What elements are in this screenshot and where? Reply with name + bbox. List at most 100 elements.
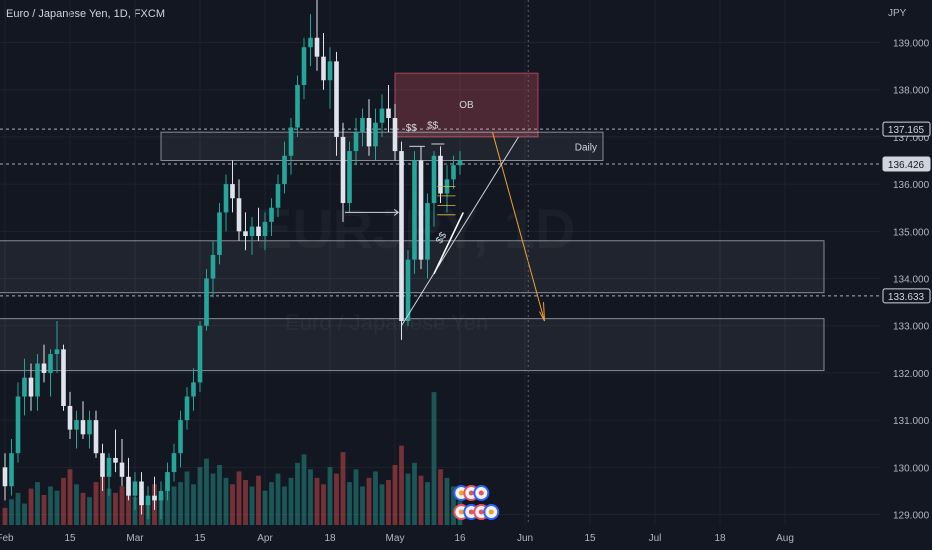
candle-body	[87, 420, 92, 435]
volume-bar	[412, 462, 417, 525]
time-tick-label: Apr	[257, 533, 273, 544]
candle-body	[126, 476, 131, 496]
candle-body	[379, 108, 385, 123]
candle-body	[457, 160, 463, 166]
volume-bar	[230, 484, 235, 525]
trendline-lower	[401, 136, 519, 326]
candle-body	[366, 118, 372, 147]
volume-bar	[54, 490, 60, 525]
price-tick-label: 138.000	[893, 86, 930, 97]
volume-bar	[262, 490, 268, 525]
candle-body	[152, 495, 157, 501]
price-tick-label: 132.000	[893, 369, 930, 380]
candle-body	[243, 231, 248, 237]
drawings	[344, 0, 545, 525]
event-icon-dot[interactable]	[458, 509, 464, 515]
annotation-liquidity: $$	[406, 123, 418, 134]
candle-body	[412, 160, 417, 260]
time-tick-label: May	[386, 533, 405, 544]
candle-body	[438, 155, 443, 194]
volume-bar	[334, 473, 339, 525]
projection-arrowhead	[539, 302, 545, 322]
volume-bars	[2, 392, 463, 525]
volume-bar	[425, 482, 430, 525]
candle-body	[119, 462, 125, 477]
volume-bar	[249, 486, 255, 525]
price-label-box[interactable]	[882, 156, 931, 172]
volume-bar	[87, 497, 92, 525]
candle-body	[288, 127, 294, 156]
volume-bar	[197, 467, 203, 525]
price-axis[interactable]: 139.000 138.000 137.000 136.000 135.000 134.0…	[882, 38, 931, 522]
volume-bar	[9, 499, 14, 525]
event-icon-dot[interactable]	[468, 490, 474, 496]
volume-bar	[28, 488, 34, 525]
candle-body	[308, 37, 313, 48]
volume-bar	[67, 469, 73, 525]
chart-title: Euro / Japanese Yen, 1D, FXCM	[6, 8, 165, 20]
price-tick-label: 134.000	[893, 275, 930, 286]
candle-body	[262, 221, 268, 237]
volume-bar	[353, 469, 359, 525]
time-axis[interactable]: Feb 15 Mar 15 Apr 18 May 16 Jun 15 Jul 18 Aug	[0, 533, 794, 544]
candle-body	[282, 155, 287, 185]
volume-bar	[438, 469, 443, 525]
volume-bar	[184, 471, 190, 525]
candle-body	[165, 472, 170, 491]
event-icon-dot[interactable]	[478, 509, 484, 515]
candle-body	[145, 495, 151, 506]
candle-body	[191, 382, 196, 397]
event-icon-dot[interactable]	[478, 490, 484, 496]
zone-box-2	[0, 240, 825, 294]
volume-bar	[288, 477, 294, 525]
zone-label-daily: Daily	[575, 142, 597, 153]
candle-body	[236, 198, 242, 232]
price-tick-label: 131.000	[893, 416, 930, 427]
volume-bar	[113, 492, 118, 525]
candle-body	[360, 118, 365, 133]
time-tick-label: Feb	[0, 533, 14, 544]
zone-label-ob: OB	[459, 100, 474, 111]
candle-body	[61, 349, 66, 406]
price-label-box[interactable]	[882, 288, 931, 304]
volume-bar	[100, 473, 105, 525]
volume-bar	[392, 465, 398, 525]
candle-body	[197, 325, 203, 383]
volume-bar	[379, 484, 385, 525]
price-label-text: 137.165	[888, 125, 925, 136]
event-icon-dot[interactable]	[488, 509, 494, 515]
candle-body	[2, 467, 8, 487]
time-tick-label: 15	[584, 533, 596, 544]
candle-body	[132, 481, 138, 496]
volume-bar	[93, 482, 99, 525]
volume-bar	[399, 445, 404, 525]
volume-bar	[15, 492, 21, 525]
price-label-text: 136.426	[888, 160, 925, 171]
volume-bar	[444, 477, 450, 525]
volume-bar	[347, 482, 352, 525]
volume-bar	[204, 458, 209, 525]
volume-bar	[210, 473, 216, 525]
candle-body	[48, 354, 53, 373]
grid	[0, 0, 880, 525]
volume-bar	[48, 486, 53, 525]
price-label-box[interactable]	[882, 121, 931, 137]
event-icon-dot[interactable]	[468, 509, 474, 515]
event-icons[interactable]	[453, 485, 500, 520]
price-tick-label: 136.000	[893, 180, 930, 191]
event-icon-dot[interactable]	[458, 490, 464, 496]
volume-bar	[106, 488, 112, 525]
volume-bar	[191, 484, 196, 525]
volume-bar	[360, 486, 365, 525]
volume-bar	[119, 486, 125, 525]
candle-body	[9, 453, 14, 487]
volume-bar	[80, 492, 86, 525]
volume-bar	[61, 477, 66, 525]
candle-body	[418, 160, 424, 260]
candle-body	[327, 61, 333, 81]
price-tick-label: 129.000	[893, 511, 930, 522]
volume-bar	[269, 482, 274, 525]
time-tick-label: 15	[64, 533, 76, 544]
candle-body	[256, 226, 261, 237]
